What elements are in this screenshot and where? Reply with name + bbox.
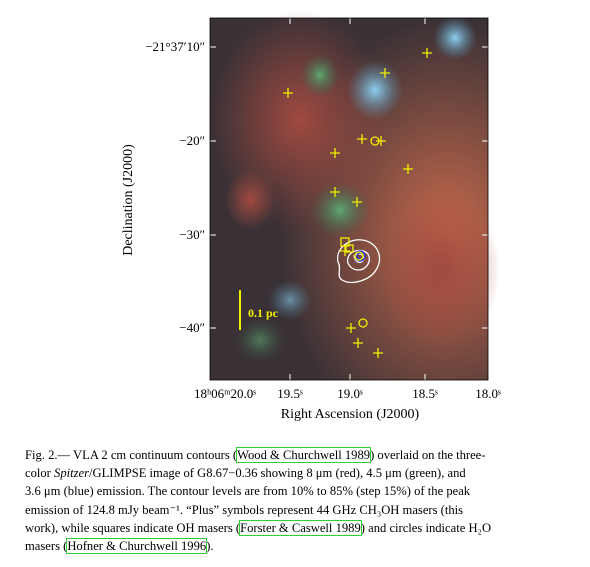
- caption-text: /GLIMPSE image of G8.67−0.36 showing 8 μ…: [89, 466, 466, 481]
- caption: Fig. 2.— VLA 2 cm continuum contours (Wo…: [25, 446, 570, 555]
- y-tick-label: −30″: [179, 227, 205, 242]
- citation-link[interactable]: Forster & Caswell 1989: [239, 519, 362, 536]
- caption-line: masers (Hofner & Churchwell 1996).: [25, 537, 570, 555]
- x-tick-label: 18.5ˢ: [412, 386, 438, 401]
- caption-text: ) overlaid on the three-: [370, 448, 486, 462]
- scale-bar-label: 0.1 pc: [248, 306, 279, 320]
- caption-italic: Spitzer: [54, 466, 90, 481]
- y-axis-label: Declination (J2000): [121, 144, 136, 256]
- caption-text: masers (: [25, 539, 68, 554]
- caption-text: emission of 124.8 mJy beam⁻¹. “Plus” sym…: [25, 502, 464, 517]
- sky-image: [210, 10, 500, 380]
- caption-line: 3.6 μm (blue) emission. The contour leve…: [25, 482, 570, 500]
- caption-line: color Spitzer/GLIMPSE image of G8.67−0.3…: [25, 464, 570, 482]
- frame-ticks: [210, 18, 488, 380]
- caption-text: ).: [206, 539, 214, 554]
- caption-text: work), while squares indicate OH masers …: [25, 520, 241, 535]
- citation-link[interactable]: Wood & Churchwell 1989: [236, 447, 372, 463]
- y-tick-label: −21°37′10″: [145, 39, 205, 54]
- y-tick-label: −40″: [179, 320, 205, 335]
- x-tick-label: 18.0ˢ: [475, 386, 501, 401]
- frame: [209, 17, 489, 381]
- caption-line: emission of 124.8 mJy beam⁻¹. “Plus” sym…: [25, 501, 570, 519]
- figure: 0.1 pc −21°37′10″ −20″ −30″ −40″ 18ʰ06ᵐ2…: [121, 10, 501, 422]
- caption-line: Fig. 2.— VLA 2 cm continuum contours (Wo…: [25, 446, 570, 464]
- x-axis-label: Right Ascension (J2000): [281, 407, 420, 422]
- caption-text: color: [25, 466, 55, 481]
- maser-markers: [283, 48, 432, 358]
- caption-text: Fig. 2.— VLA 2 cm continuum contours (: [25, 448, 238, 462]
- x-tick-label: 18ʰ06ᵐ20.0ˢ: [194, 386, 256, 401]
- x-tick-label: 19.0ˢ: [337, 386, 363, 401]
- caption-text: ) and circles indicate H₂O: [360, 520, 492, 535]
- caption-line: work), while squares indicate OH masers …: [25, 519, 570, 537]
- citation-link[interactable]: Hofner & Churchwell 1996: [66, 538, 208, 555]
- caption-text: 3.6 μm (blue) emission. The contour leve…: [25, 484, 471, 499]
- y-tick-label: −20″: [179, 133, 205, 148]
- x-tick-label: 19.5ˢ: [277, 386, 303, 401]
